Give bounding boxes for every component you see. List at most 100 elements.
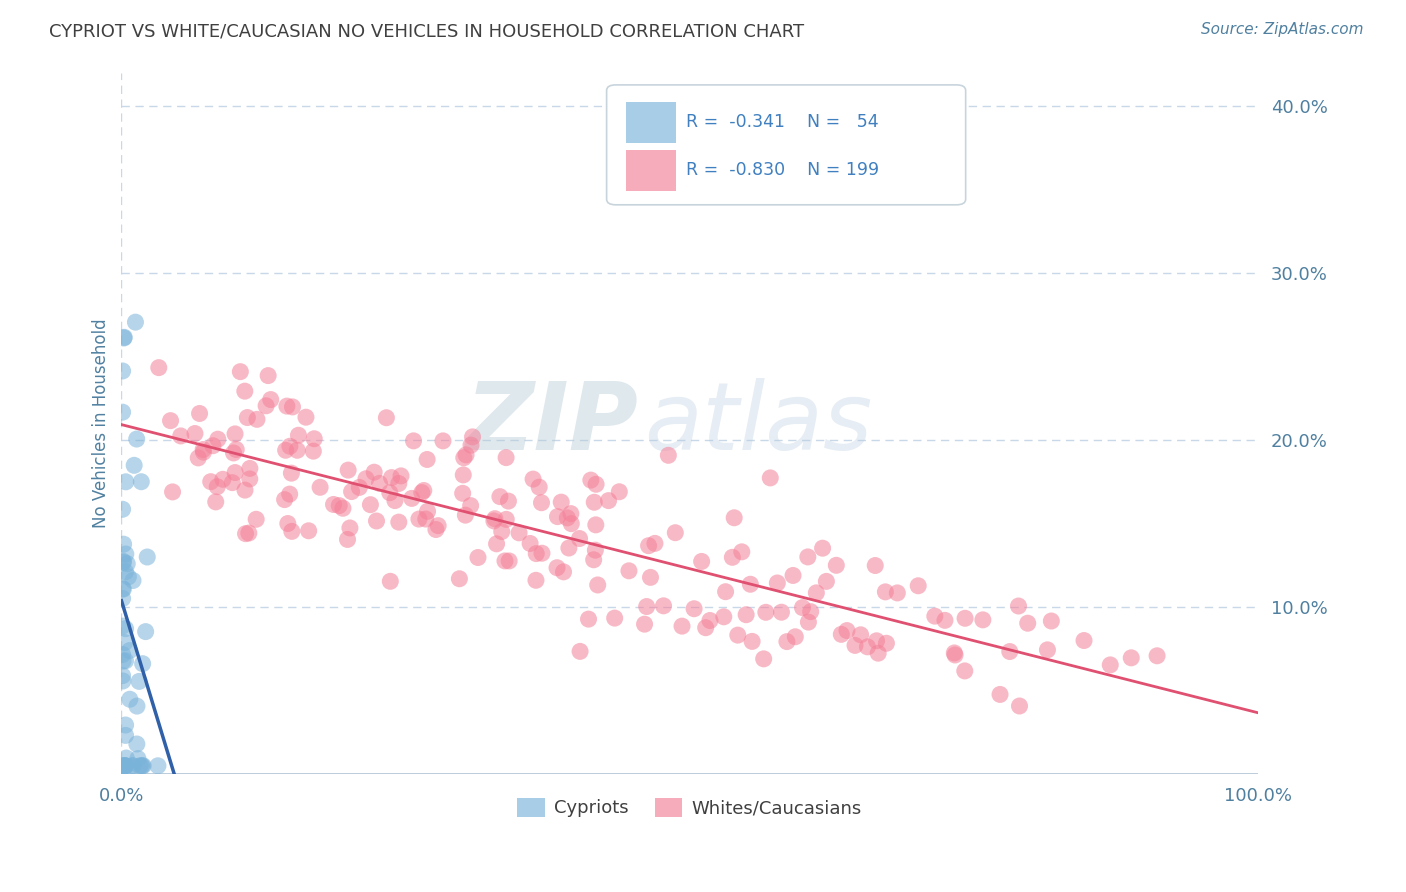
Point xyxy=(212,472,235,486)
Text: R =  -0.830    N = 199: R = -0.830 N = 199 xyxy=(686,161,879,178)
Point xyxy=(598,493,620,508)
Point xyxy=(530,496,553,510)
Y-axis label: No Vehicles in Household: No Vehicles in Household xyxy=(93,318,110,528)
Point xyxy=(585,477,607,491)
Point xyxy=(460,499,482,513)
Point xyxy=(934,613,956,627)
Point xyxy=(583,543,606,558)
Point xyxy=(401,491,423,506)
Point xyxy=(1007,599,1029,613)
Point xyxy=(467,550,489,565)
Point xyxy=(637,539,659,553)
Point xyxy=(128,674,150,689)
Point xyxy=(112,654,135,668)
Point xyxy=(776,634,799,648)
Point xyxy=(359,498,381,512)
Point xyxy=(800,605,823,619)
Point xyxy=(111,364,134,378)
Point xyxy=(943,648,966,662)
Point xyxy=(583,495,606,509)
Point xyxy=(460,438,482,452)
Point xyxy=(886,586,908,600)
Point xyxy=(714,584,737,599)
Point xyxy=(148,360,170,375)
Point xyxy=(111,591,134,606)
Point xyxy=(953,664,976,678)
Point xyxy=(129,475,152,489)
Point xyxy=(461,430,484,444)
Point xyxy=(815,574,838,589)
Point xyxy=(191,442,214,457)
Point xyxy=(1073,633,1095,648)
Point xyxy=(112,555,135,569)
Point xyxy=(280,466,302,480)
Point xyxy=(239,472,262,486)
Point xyxy=(121,758,143,772)
Point xyxy=(389,469,412,483)
Point xyxy=(412,483,434,498)
Point xyxy=(278,487,301,501)
Point xyxy=(111,758,134,772)
Point xyxy=(485,537,508,551)
Point xyxy=(1040,614,1063,628)
Point xyxy=(652,599,675,613)
Point xyxy=(806,586,828,600)
Point xyxy=(114,654,136,668)
Point xyxy=(1017,616,1039,631)
Point xyxy=(657,448,679,462)
Point xyxy=(633,617,655,632)
Point xyxy=(276,399,298,413)
Point xyxy=(640,570,662,584)
Point xyxy=(830,627,852,641)
Point xyxy=(132,758,155,772)
Point xyxy=(586,578,609,592)
Point xyxy=(146,758,169,772)
Point xyxy=(162,484,184,499)
Point xyxy=(254,399,277,413)
Point xyxy=(340,484,363,499)
Point xyxy=(1008,698,1031,713)
Point xyxy=(530,546,553,560)
Point xyxy=(723,510,745,524)
Point xyxy=(281,524,304,539)
Point xyxy=(115,751,138,765)
Point xyxy=(856,640,879,654)
Point xyxy=(617,564,640,578)
Point xyxy=(454,508,477,523)
Point xyxy=(111,619,134,633)
Point xyxy=(484,511,506,525)
Point xyxy=(402,434,425,448)
Point xyxy=(766,576,789,591)
Point xyxy=(721,550,744,565)
Point xyxy=(125,737,148,751)
Point xyxy=(759,471,782,485)
Point xyxy=(713,609,735,624)
Point xyxy=(114,622,136,636)
Point xyxy=(127,751,149,765)
Point xyxy=(184,426,207,441)
Text: CYPRIOT VS WHITE/CAUCASIAN NO VEHICLES IN HOUSEHOLD CORRELATION CHART: CYPRIOT VS WHITE/CAUCASIAN NO VEHICLES I… xyxy=(49,22,804,40)
Point xyxy=(302,432,325,446)
Point xyxy=(508,525,530,540)
Point xyxy=(498,494,520,508)
Point xyxy=(122,574,145,588)
Point xyxy=(522,472,544,486)
Point xyxy=(114,758,136,772)
Point xyxy=(114,758,136,772)
Point xyxy=(235,526,257,541)
Point xyxy=(118,692,141,706)
Point xyxy=(644,536,666,550)
Point xyxy=(868,646,890,660)
Point xyxy=(229,365,252,379)
Point xyxy=(699,614,721,628)
Point xyxy=(752,652,775,666)
Point xyxy=(494,554,516,568)
Point xyxy=(1099,657,1122,672)
Point xyxy=(159,414,181,428)
Point xyxy=(136,549,159,564)
Point xyxy=(636,599,658,614)
Point xyxy=(875,636,897,650)
Point xyxy=(451,486,474,500)
Legend: Cypriots, Whites/Caucasians: Cypriots, Whites/Caucasians xyxy=(510,791,869,825)
Point xyxy=(825,558,848,573)
